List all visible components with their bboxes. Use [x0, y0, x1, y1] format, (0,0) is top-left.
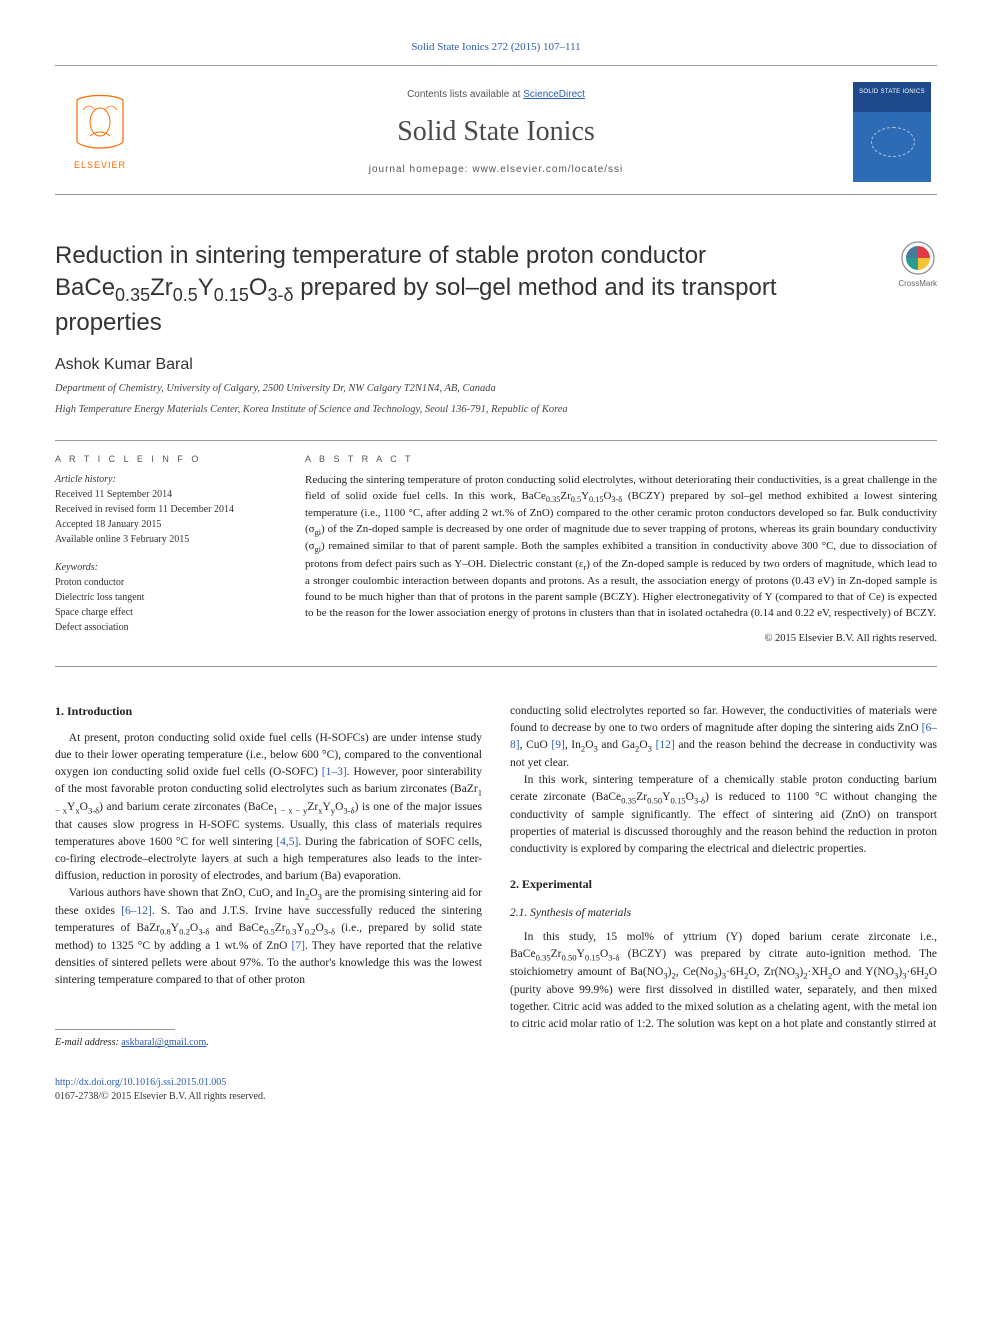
keywords-label: Keywords: — [55, 561, 275, 575]
body-paragraph: In this study, 15 mol% of yttrium (Y) do… — [510, 929, 937, 1033]
author-name: Ashok Kumar Baral — [55, 354, 937, 376]
journal-cover: SOLID STATE IONICS — [853, 82, 931, 182]
keyword: Dielectric loss tangent — [55, 590, 275, 605]
history-item: Received 11 September 2014 — [55, 487, 275, 502]
homepage-line: journal homepage: www.elsevier.com/locat… — [145, 163, 847, 177]
elsevier-logo: ELSEVIER — [65, 92, 135, 172]
email-link[interactable]: askbaral@gmail.com — [121, 1037, 206, 1048]
publisher-logo-container: ELSEVIER — [55, 92, 145, 172]
doi-link[interactable]: http://dx.doi.org/10.1016/j.ssi.2015.01.… — [55, 1076, 482, 1090]
history-item: Received in revised form 11 December 201… — [55, 502, 275, 517]
history-label: Article history: — [55, 473, 275, 487]
corresponding-email: E-mail address: askbaral@gmail.com. — [55, 1036, 482, 1050]
history-item: Accepted 18 January 2015 — [55, 517, 275, 532]
subsection-heading: 2.1. Synthesis of materials — [510, 905, 937, 921]
body-paragraph: conducting solid electrolytes reported s… — [510, 703, 937, 772]
keyword: Proton conductor — [55, 575, 275, 590]
history-item: Available online 3 February 2015 — [55, 532, 275, 547]
email-label: E-mail address: — [55, 1037, 121, 1048]
issn-line: 0167-2738/© 2015 Elsevier B.V. All right… — [55, 1090, 482, 1104]
crossmark-badge[interactable]: CrossMark — [898, 240, 937, 289]
contents-prefix: Contents lists available at — [407, 89, 523, 100]
article-title: Reduction in sintering temperature of st… — [55, 240, 883, 338]
section-heading: 1. Introduction — [55, 703, 482, 720]
contents-line: Contents lists available at ScienceDirec… — [145, 88, 847, 102]
body-column-left: 1. Introduction At present, proton condu… — [55, 703, 482, 1104]
abstract-heading: A B S T R A C T — [305, 453, 937, 466]
journal-cover-container: SOLID STATE IONICS — [847, 82, 937, 182]
homepage-url: www.elsevier.com/locate/ssi — [472, 164, 623, 175]
section-heading: 2. Experimental — [510, 876, 937, 893]
crossmark-label: CrossMark — [898, 278, 937, 289]
divider — [55, 440, 937, 441]
abstract-panel: A B S T R A C T Reducing the sintering t… — [305, 453, 937, 647]
keyword: Space charge effect — [55, 605, 275, 620]
journal-citation: Solid State Ionics 272 (2015) 107–111 — [55, 40, 937, 55]
masthead: ELSEVIER Contents lists available at Sci… — [55, 74, 937, 195]
crossmark-icon — [900, 240, 936, 276]
cover-title: SOLID STATE IONICS — [857, 88, 927, 96]
abstract-text: Reducing the sintering temperature of pr… — [305, 473, 937, 621]
body-paragraph: Various authors have shown that ZnO, CuO… — [55, 885, 482, 989]
footnote-rule — [55, 1029, 175, 1030]
abstract-copyright: © 2015 Elsevier B.V. All rights reserved… — [305, 632, 937, 647]
affiliation: Department of Chemistry, University of C… — [55, 382, 937, 397]
article-info-heading: A R T I C L E I N F O — [55, 453, 275, 466]
affiliation: High Temperature Energy Materials Center… — [55, 403, 937, 418]
svg-text:ELSEVIER: ELSEVIER — [74, 160, 126, 170]
homepage-prefix: journal homepage: — [369, 164, 473, 175]
divider — [55, 65, 937, 66]
article-info-panel: A R T I C L E I N F O Article history: R… — [55, 453, 275, 647]
journal-name: Solid State Ionics — [145, 112, 847, 151]
body-column-right: conducting solid electrolytes reported s… — [510, 703, 937, 1104]
keyword: Defect association — [55, 620, 275, 635]
body-paragraph: At present, proton conducting solid oxid… — [55, 730, 482, 885]
sciencedirect-link[interactable]: ScienceDirect — [523, 89, 585, 100]
body-paragraph: In this work, sintering temperature of a… — [510, 772, 937, 858]
